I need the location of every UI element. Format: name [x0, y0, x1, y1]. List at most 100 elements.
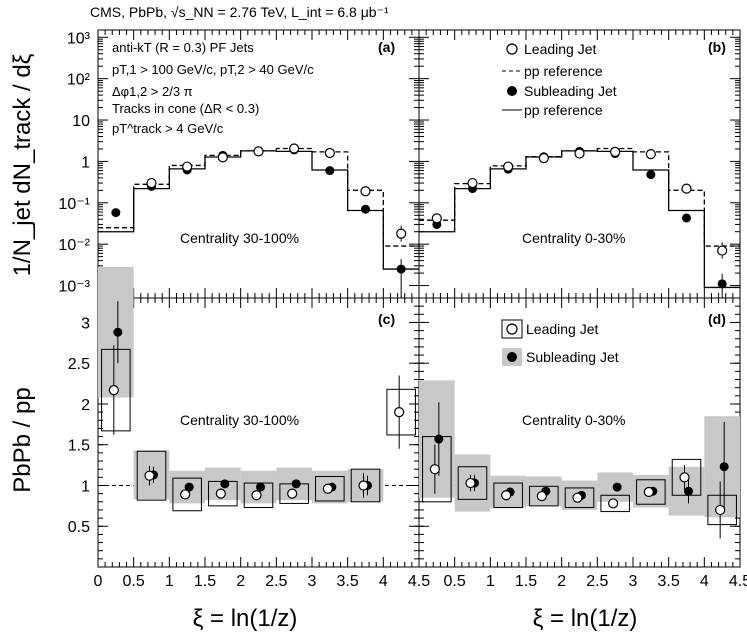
- subleading-point: [646, 170, 656, 180]
- legend-subleading-box-marker: [507, 352, 517, 362]
- y-tick-label-bottom: 0.5: [68, 519, 90, 536]
- figure-title: CMS, PbPb, √s_NN = 2.76 TeV, L_int = 6.8…: [90, 4, 389, 20]
- leading-point: [322, 483, 333, 494]
- leading-point: [180, 489, 191, 500]
- leading-sys-box: [457, 466, 488, 500]
- y-tick-label-bottom: 2.5: [68, 356, 90, 373]
- y-axis-label-bottom: PbPb / pp: [9, 387, 36, 492]
- leading-point: [467, 177, 478, 189]
- x-tick-label: 4: [700, 573, 709, 590]
- cut-line-4: Tracks in cone (ΔR < 0.3): [112, 101, 259, 116]
- leading-point: [717, 245, 728, 256]
- leading-point: [287, 488, 298, 499]
- leading-point: [215, 488, 226, 499]
- leading-point: [360, 186, 371, 197]
- leading-sys-box: [564, 487, 595, 508]
- leading-point: [679, 472, 690, 483]
- legend-bottom: Leading Jet Subleading Jet: [501, 319, 619, 366]
- leading-point: [429, 464, 440, 475]
- pp-solid-histogram: [98, 150, 419, 270]
- legend-subleading-label: Subleading Jet: [524, 83, 617, 99]
- leading-point: [715, 504, 726, 516]
- leading-point: [324, 147, 335, 159]
- leading-point: [144, 470, 155, 481]
- panel-frame-c: [97, 297, 420, 568]
- subleading-point: [220, 479, 230, 489]
- leading-sys-box: [636, 479, 666, 505]
- legend-top: Leading Jet pp reference Subleading Jet …: [502, 41, 617, 118]
- leading-sys-box: [315, 476, 345, 502]
- subleading-point: [719, 462, 729, 472]
- leading-sys-box: [671, 458, 702, 496]
- y-tick-label-top: 10: [72, 113, 90, 130]
- leading-point: [358, 480, 369, 491]
- x-tick-label: 3: [629, 573, 638, 590]
- centrality-d: Centrality 0-30%: [522, 412, 626, 428]
- y-axis-label-top: 1/N_jet dN_track / dξ: [9, 53, 36, 276]
- leading-point: [108, 385, 119, 396]
- leading-point: [289, 143, 300, 154]
- x-axis-label-left: ξ = ln(1/z): [193, 605, 298, 632]
- leading-point: [146, 177, 157, 189]
- leading-sys-box: [350, 468, 381, 503]
- x-tick-label: 4: [379, 573, 388, 590]
- leading-sys-box: [493, 482, 523, 508]
- legend-pp-solid-label: pp reference: [524, 102, 603, 118]
- leading-point: [681, 183, 692, 194]
- pp-dashed-histogram: [98, 147, 419, 247]
- leading-sys-box: [529, 485, 559, 507]
- leading-sys-box: [386, 388, 416, 436]
- x-tick-label: 4.5: [408, 573, 430, 590]
- leading-point: [394, 407, 405, 418]
- pp-solid-histogram: [419, 150, 740, 289]
- subleading-point: [256, 482, 265, 492]
- subleading-point: [184, 482, 194, 492]
- subleading-point: [111, 208, 121, 218]
- legend-pp-dashed-label: pp reference: [524, 63, 603, 79]
- x-tick-label: 3.5: [337, 573, 359, 590]
- leading-point: [608, 498, 619, 509]
- leading-sys-box: [600, 494, 630, 513]
- leading-point: [572, 492, 583, 503]
- leading-point: [396, 228, 407, 239]
- y-tick-label-top: 1: [81, 154, 90, 171]
- x-tick-label: 3.5: [658, 573, 680, 590]
- subleading-point: [682, 213, 691, 223]
- y-tick-label-bottom: 1: [81, 478, 90, 495]
- y-tick-label-bottom: 2: [81, 397, 90, 414]
- x-tick-label: 3: [308, 573, 317, 590]
- x-tick-label: 2.5: [586, 573, 608, 590]
- plot-layer: 10³ 10² 10 1 10⁻¹ 10⁻² 10⁻³ 0.5 1 1.5 2 2.5 3 0 0.5 1 1.…: [58, 29, 747, 590]
- panel-label-a: (a): [378, 39, 395, 55]
- subleading-point: [361, 204, 370, 214]
- x-tick-label: 0.5: [444, 573, 466, 590]
- x-tick-label: 2: [557, 573, 566, 590]
- cut-line-1: anti-kT (R = 0.3) PF Jets: [112, 40, 254, 55]
- panel-label-d: (d): [708, 311, 726, 327]
- pp-dashed-histogram: [419, 147, 740, 247]
- centrality-a: Centrality 30-100%: [180, 230, 299, 246]
- centrality-b: Centrality 0-30%: [522, 230, 626, 246]
- subleading-point: [396, 264, 406, 274]
- leading-point: [538, 153, 549, 164]
- legend-bottom-subleading-label: Subleading Jet: [526, 349, 619, 365]
- x-tick-label: 1: [486, 573, 495, 590]
- leading-point: [465, 477, 476, 489]
- subleading-point: [717, 279, 727, 289]
- legend-leading-box-marker: [506, 323, 518, 335]
- leading-sys-box: [136, 450, 167, 501]
- legend-leading-label: Leading Jet: [524, 41, 597, 57]
- y-tick-label-top: 10³: [67, 30, 91, 47]
- panel-frame-d: [418, 297, 741, 568]
- cut-line-2: pT,1 > 100 GeV/c, pT,2 > 40 GeV/c: [112, 62, 314, 77]
- y-tick-label-top: 10⁻³: [58, 279, 90, 296]
- leading-point: [536, 490, 547, 502]
- x-axis-label-right: ξ = ln(1/z): [533, 605, 638, 632]
- x-tick-label: 1.5: [194, 573, 216, 590]
- leading-sys-box: [707, 494, 737, 526]
- panel-label-c: (c): [378, 311, 395, 327]
- x-tick-label: 2: [236, 573, 245, 590]
- subleading-point: [684, 486, 693, 496]
- x-tick-label: 0: [94, 573, 103, 590]
